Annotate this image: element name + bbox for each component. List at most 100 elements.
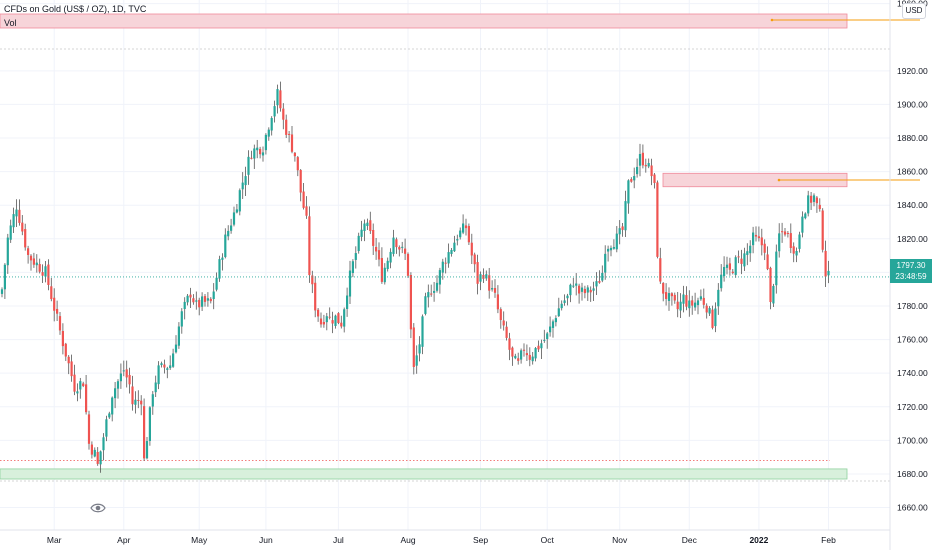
candle-body <box>227 230 230 237</box>
candle-body <box>311 275 314 285</box>
last-price-value: 1797.30 <box>896 261 926 270</box>
candle-body <box>32 258 35 265</box>
chart-overlays <box>0 18 920 278</box>
candle-body <box>592 288 595 291</box>
candle-body <box>525 353 528 356</box>
candle-body <box>670 293 673 297</box>
candle-body <box>160 363 163 366</box>
candle-body <box>73 374 76 392</box>
candle-body <box>749 245 752 254</box>
candle-body <box>638 154 642 166</box>
candle-body <box>119 373 122 382</box>
candle-body <box>438 270 441 285</box>
candle-body <box>546 333 549 340</box>
candle-body <box>583 288 586 294</box>
x-tick-label: Apr <box>117 535 130 545</box>
candle-body <box>47 264 50 285</box>
candle-body <box>21 222 24 232</box>
candle-body <box>609 247 613 251</box>
candle-body <box>650 165 653 177</box>
candle-body <box>728 263 731 270</box>
candle-body <box>108 413 111 418</box>
candle-body <box>757 236 760 239</box>
alert-point-upper <box>770 18 774 22</box>
x-tick-label: May <box>191 535 208 545</box>
candle-body <box>308 216 311 276</box>
candle-body <box>641 152 644 166</box>
candle-body <box>792 246 795 254</box>
x-tick-label: Feb <box>821 535 836 545</box>
candle-body <box>763 243 766 253</box>
candle-body <box>401 246 404 248</box>
candle-body <box>116 381 120 389</box>
candle-body <box>499 309 502 321</box>
chart-zones <box>0 13 890 482</box>
candle-body <box>827 270 830 276</box>
y-tick-label: 1780.00 <box>897 301 928 311</box>
candle-body <box>752 232 755 246</box>
candle-body <box>778 233 781 252</box>
candle-body <box>27 248 30 255</box>
candle-body <box>618 228 621 235</box>
candle-body <box>699 296 702 300</box>
candle-body <box>470 242 473 256</box>
candle-body <box>224 234 227 258</box>
candle-body <box>430 293 433 295</box>
candle-body <box>282 108 285 120</box>
candle-body <box>441 261 444 273</box>
candle-body <box>723 267 726 277</box>
candle-body <box>775 251 778 286</box>
candle-body <box>209 298 212 302</box>
candle-body <box>456 239 459 241</box>
candle-body <box>82 383 85 387</box>
candle-body <box>575 283 578 286</box>
candle-body <box>795 250 798 256</box>
candle-body <box>496 294 499 310</box>
candle-body <box>319 318 323 325</box>
candle-body <box>424 296 427 314</box>
candle-body <box>322 321 325 325</box>
candle-body <box>589 289 592 293</box>
candle-body <box>41 272 44 276</box>
candle-body <box>35 262 38 266</box>
candle-body <box>90 444 93 455</box>
candle-body <box>383 267 386 283</box>
candle-body <box>218 259 221 279</box>
x-tick-label: 2022 <box>749 535 768 545</box>
candle-body <box>38 264 41 272</box>
candle-body <box>230 225 233 231</box>
candle-body <box>131 386 134 405</box>
candle-body <box>192 298 195 303</box>
time-axis[interactable]: Mar Apr May Jun Jul Aug Sep Oct Nov Dec 2022 Feb <box>0 529 890 545</box>
upper-resistance-zone <box>0 13 848 29</box>
candle-body <box>459 230 462 238</box>
candle-body <box>267 129 270 137</box>
candle-body <box>296 157 299 171</box>
candle-body <box>12 214 15 228</box>
candle-body <box>630 179 633 182</box>
candle-body <box>76 391 79 394</box>
currency-button[interactable]: USD <box>902 3 926 19</box>
candle-body <box>151 394 154 407</box>
candle-body <box>288 133 291 135</box>
candle-body <box>740 258 743 264</box>
candle-body <box>569 284 572 296</box>
candle-body <box>824 250 827 277</box>
eye-icon[interactable] <box>90 501 106 513</box>
candle-body <box>18 209 21 223</box>
candle-body <box>102 437 105 451</box>
candle-body <box>293 152 296 157</box>
candle-body <box>79 381 82 390</box>
candle-body <box>511 347 514 357</box>
alert-point-resistance <box>777 178 781 182</box>
candle-body <box>560 303 563 309</box>
volume-legend[interactable]: Vol <box>4 18 17 28</box>
candle-body <box>377 250 381 260</box>
candle-body <box>203 296 207 302</box>
candle-body <box>343 309 346 327</box>
chart-legend-title[interactable]: CFDs on Gold (US$ / OZ), 1D, TVC <box>4 4 147 14</box>
candle-body <box>760 237 763 246</box>
candle-body <box>404 248 407 254</box>
candle-body <box>331 320 334 324</box>
